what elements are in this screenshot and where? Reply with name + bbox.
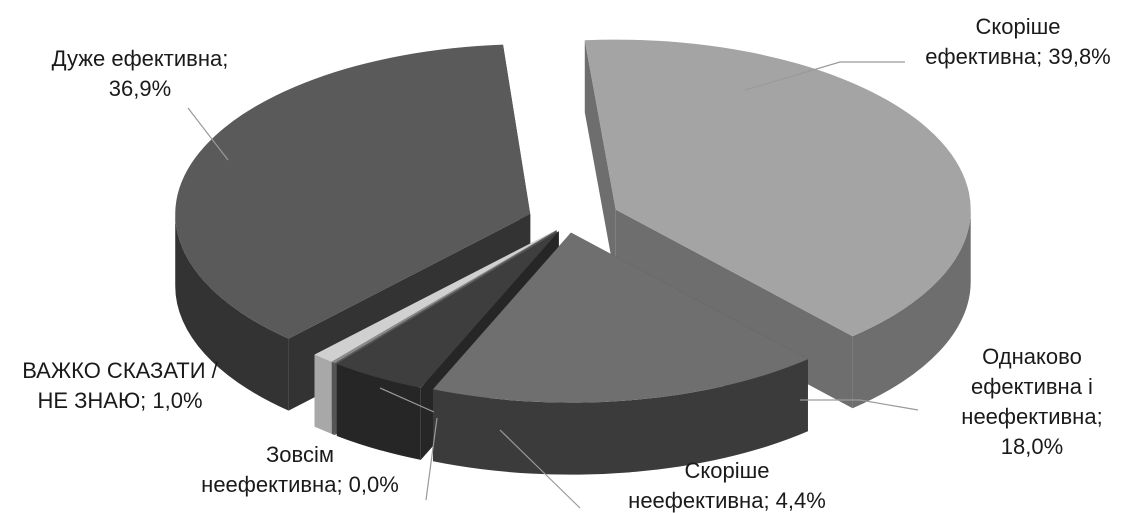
slice-label-line: Дуже ефективна; (52, 46, 229, 71)
leader-line-4 (379, 387, 435, 413)
pie-slice-top (314, 230, 557, 362)
slice-label-line: НЕ ЗНАЮ; 1,0% (37, 388, 202, 413)
slice-labels: Скоріше ефективна; 39,8% Однаково ефективна… (22, 14, 1111, 513)
slice-label-line: ВАЖКО СКАЗАТИ / (22, 358, 218, 383)
slice-label-line: ефективна; 39,8% (925, 44, 1111, 69)
leader-line-3 (425, 417, 438, 501)
slice-label-2: Скоріше неефективна; 4,4% (628, 458, 826, 513)
leader-lines (187, 61, 919, 509)
pie-slice-top (331, 230, 557, 364)
slice-label-0: Скоріше ефективна; 39,8% (925, 14, 1111, 69)
pie-slice-wall (852, 209, 971, 409)
slice-label-line: Зовсім (266, 442, 334, 467)
pie-slice-1 (432, 232, 808, 475)
pie-slice-top (432, 232, 808, 403)
slice-label-4: ВАЖКО СКАЗАТИ / НЕ ЗНАЮ; 1,0% (22, 358, 218, 413)
slice-label-5: Дуже ефективна; 36,9% (52, 46, 229, 101)
slice-label-line: Однаково (982, 344, 1082, 369)
slice-label-3: Зовсім неефективна; 0,0% (201, 442, 399, 497)
pie-slice-top (584, 39, 971, 337)
leader-line-1 (800, 399, 919, 411)
pie-slice-top (336, 231, 559, 388)
slice-label-line: 18,0% (1001, 434, 1063, 459)
pie-slice-wall (175, 214, 289, 411)
leader-line-5 (187, 107, 229, 161)
slice-label-line: неефективна; 4,4% (628, 488, 826, 513)
pie-slice-wall (432, 359, 808, 475)
leader-line-0 (744, 61, 905, 91)
slice-label-line: ефективна і (971, 374, 1093, 399)
slice-label-line: Скоріше (975, 14, 1060, 39)
leader-line-2 (499, 429, 581, 509)
slice-label-line: неефективна; (961, 404, 1102, 429)
pie-slices (175, 39, 971, 475)
slice-label-line: неефективна; 0,0% (201, 472, 399, 497)
pie-slice-top (175, 44, 531, 339)
slice-label-1: Однаково ефективна і неефективна; 18,0% (961, 344, 1102, 459)
slice-label-line: Скоріше (684, 458, 769, 483)
slice-label-line: 36,9% (109, 76, 171, 101)
pie-slice-cut (584, 40, 616, 282)
